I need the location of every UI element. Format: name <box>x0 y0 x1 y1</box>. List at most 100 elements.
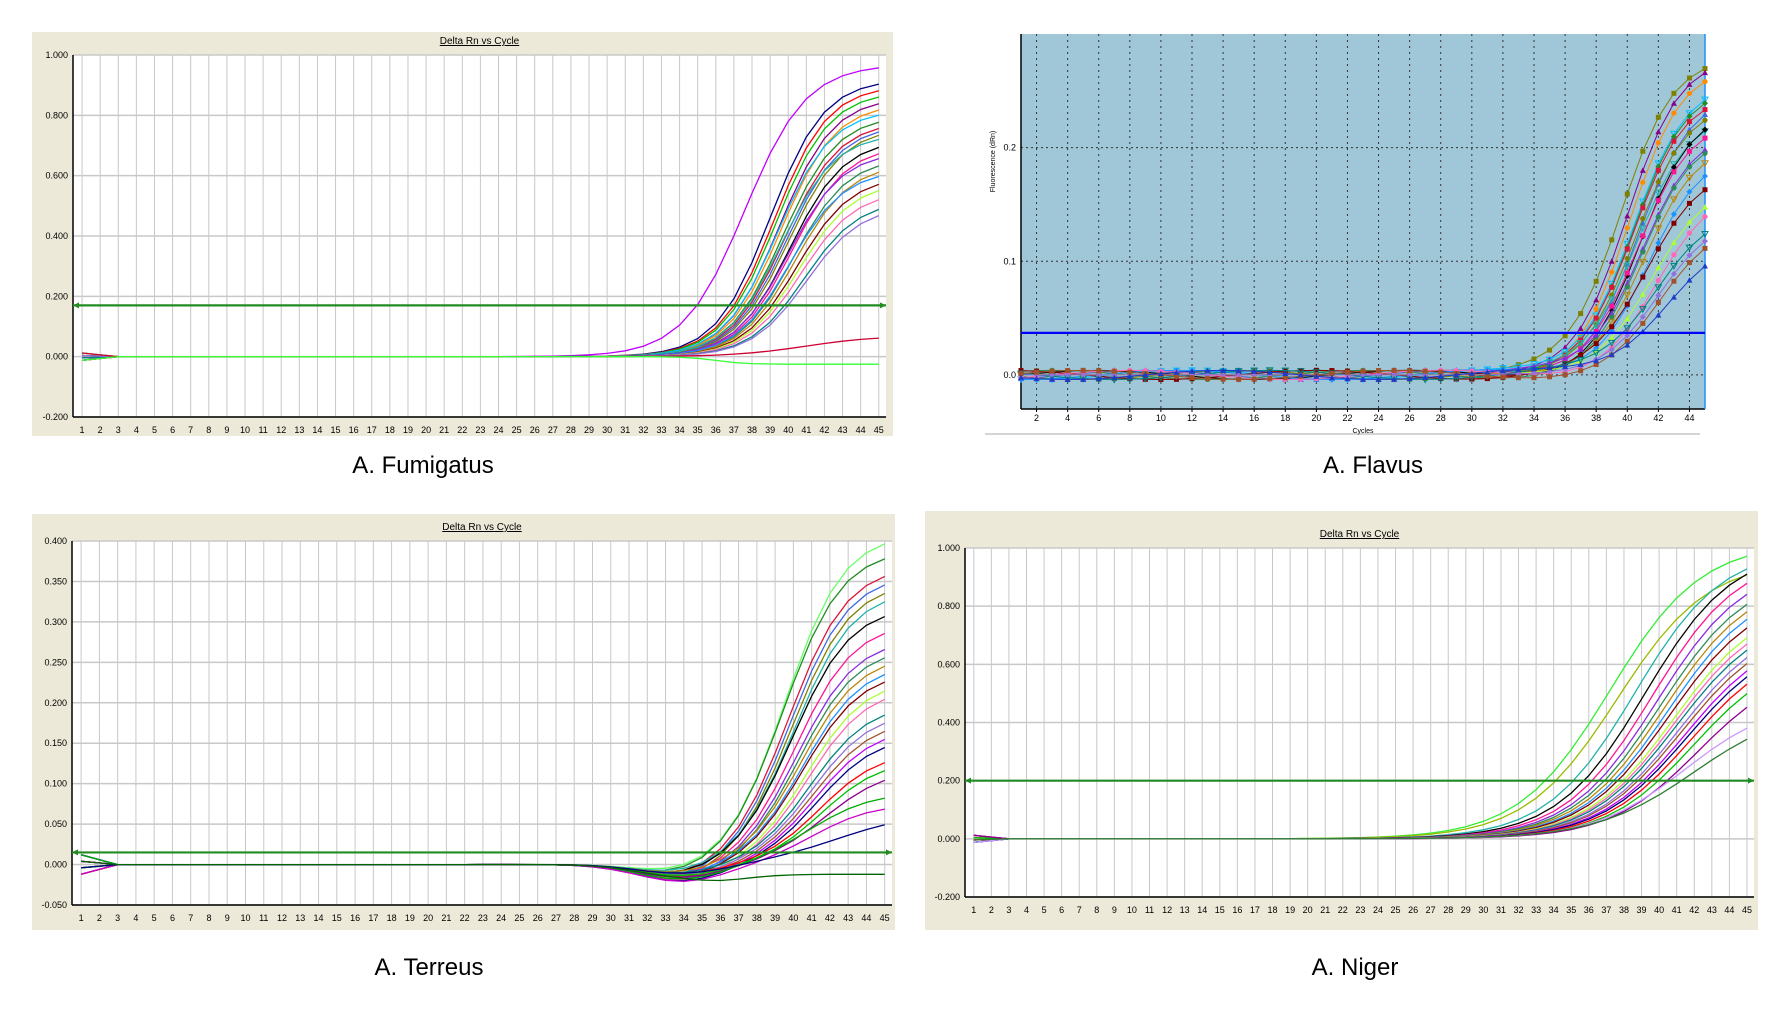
data-point-marker <box>1655 167 1661 173</box>
data-point-marker <box>1624 246 1630 252</box>
data-point-marker <box>1578 337 1584 343</box>
data-point-marker <box>1702 173 1708 180</box>
threshold-arrow-right <box>1748 777 1754 784</box>
threshold-arrow-right <box>880 302 886 309</box>
data-point-marker <box>1360 376 1366 382</box>
x-tick-label: 25 <box>512 425 522 435</box>
x-tick-label: 19 <box>1285 905 1295 915</box>
x-tick-label: 10 <box>240 425 250 435</box>
x-tick-label: 30 <box>1478 905 1488 915</box>
x-tick-label: 39 <box>770 913 780 923</box>
data-point-marker <box>1640 179 1646 185</box>
x-tick-label: 29 <box>587 913 597 923</box>
data-point-marker <box>1686 141 1693 148</box>
y-tick-label: 0.1 <box>1003 256 1016 266</box>
plot-area <box>1021 34 1705 409</box>
data-point-marker <box>1282 375 1288 381</box>
x-tick-label: 6 <box>1096 413 1101 423</box>
data-point-marker <box>1438 369 1444 375</box>
x-tick-label: 10 <box>1156 413 1166 423</box>
data-point-marker <box>1173 369 1180 375</box>
data-point-marker <box>1189 375 1195 381</box>
data-point-marker <box>1407 368 1413 374</box>
data-point-marker <box>1437 373 1444 379</box>
chart-svg: 0.00.10.22 4 6 8 10 12 14 16 18 20 22 24 26 28 30 32 34 3… <box>985 34 1709 435</box>
data-point-marker <box>1701 96 1709 104</box>
data-point-marker <box>1282 370 1289 377</box>
x-tick-label: 22 <box>457 425 467 435</box>
data-point-marker <box>1702 135 1708 141</box>
x-tick-label: 16 <box>1232 905 1242 915</box>
x-tick-label: 42 <box>825 913 835 923</box>
data-point-marker <box>1702 150 1708 156</box>
x-tick-label: 25 <box>1391 905 1401 915</box>
x-tick-label: 34 <box>1549 905 1559 915</box>
data-point-marker <box>1686 81 1693 87</box>
data-point-marker <box>1609 314 1615 320</box>
data-point-marker <box>1018 371 1024 377</box>
x-tick-label: 42 <box>819 425 829 435</box>
x-tick-label: 45 <box>874 425 884 435</box>
data-point-marker <box>1654 284 1663 292</box>
x-tick-label: 20 <box>1311 413 1321 423</box>
data-point-marker <box>1701 230 1709 239</box>
data-point-marker <box>1267 376 1273 382</box>
data-point-marker <box>1609 269 1615 275</box>
x-tick-label: 44 <box>856 425 866 435</box>
x-tick-label: 36 <box>1560 413 1570 423</box>
x-tick-label: 23 <box>475 425 485 435</box>
data-point-marker <box>1514 363 1523 371</box>
data-point-marker <box>1702 66 1708 72</box>
data-point-marker <box>1033 375 1040 382</box>
x-tick-label: 43 <box>838 425 848 435</box>
x-tick-label: 8 <box>206 425 211 435</box>
y-tick-label: 0.800 <box>937 601 960 611</box>
data-point-marker <box>1686 130 1693 136</box>
x-tick-label: 9 <box>225 913 230 923</box>
data-point-marker <box>1577 325 1584 331</box>
data-point-marker <box>1624 270 1630 276</box>
x-tick-label: 13 <box>294 425 304 435</box>
x-tick-label: 4 <box>134 425 139 435</box>
data-point-marker <box>1406 375 1413 382</box>
x-tick-label: 15 <box>332 913 342 923</box>
x-tick-label: 33 <box>1531 905 1541 915</box>
data-point-marker <box>1624 332 1631 339</box>
data-point-marker <box>1158 376 1164 382</box>
data-point-marker <box>1640 274 1646 280</box>
data-point-marker <box>1576 340 1585 348</box>
y-tick-label: 0.200 <box>45 291 68 301</box>
data-point-marker <box>1686 252 1693 259</box>
x-tick-label: 13 <box>295 913 305 923</box>
x-tick-label: 5 <box>152 425 157 435</box>
x-tick-label: 8 <box>1127 413 1132 423</box>
x-tick-label: 20 <box>421 425 431 435</box>
data-point-marker <box>1593 278 1599 284</box>
data-point-marker <box>1686 230 1693 236</box>
data-point-marker <box>1547 374 1553 380</box>
data-point-marker <box>1685 174 1694 182</box>
x-tick-label: 33 <box>661 913 671 923</box>
x-tick-label: 40 <box>788 913 798 923</box>
data-point-marker <box>1640 205 1646 211</box>
data-point-marker <box>1376 368 1382 374</box>
data-point-marker <box>1702 111 1708 118</box>
data-point-marker <box>1189 368 1195 374</box>
x-tick-label: 44 <box>1684 413 1694 423</box>
x-tick-label: 35 <box>693 425 703 435</box>
data-point-marker <box>1344 375 1351 382</box>
data-point-marker <box>1670 133 1677 140</box>
y-tick-label: 0.250 <box>44 657 67 667</box>
x-tick-label: 21 <box>439 425 449 435</box>
y-axis-label: Fluorescence (dRn) <box>990 131 997 192</box>
data-point-marker <box>1251 376 1257 382</box>
data-point-marker <box>1640 216 1646 222</box>
y-tick-label: 0.2 <box>1003 143 1016 153</box>
data-point-marker <box>1702 238 1708 245</box>
y-tick-label: 0.100 <box>44 779 67 789</box>
data-point-marker <box>1468 370 1475 376</box>
data-point-marker <box>1297 371 1304 378</box>
data-point-marker <box>1702 204 1708 210</box>
x-tick-label: 12 <box>1162 905 1172 915</box>
